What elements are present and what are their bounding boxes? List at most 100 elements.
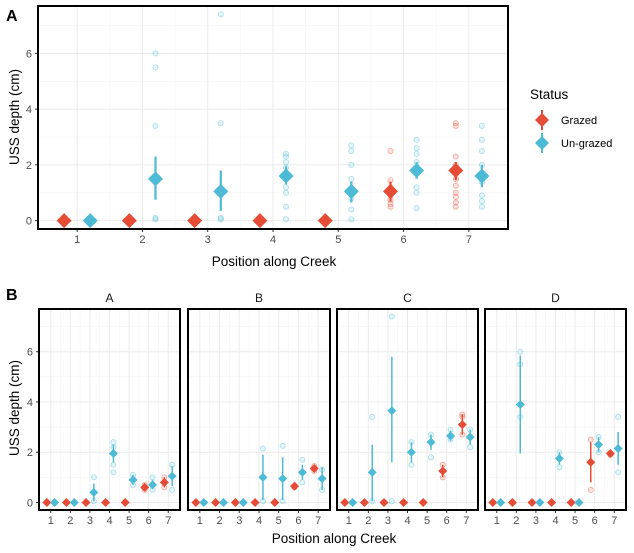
grazed-raw-point bbox=[452, 153, 459, 160]
facet-c-panel-border bbox=[336, 308, 479, 511]
ungrazed-raw-point bbox=[149, 474, 156, 481]
legend-key-ungrazed bbox=[535, 133, 549, 153]
grazed-mean-point bbox=[56, 213, 72, 229]
facet-c-x-tick-label: 6 bbox=[444, 515, 450, 527]
ungrazed-raw-point bbox=[283, 153, 290, 160]
facet-d-x-tick-label: 5 bbox=[572, 515, 578, 527]
grazed-mean-point bbox=[317, 213, 333, 229]
ungrazed-mean-point bbox=[348, 497, 358, 507]
facet-a-x-tick-label: 3 bbox=[87, 515, 93, 527]
grazed-raw-point bbox=[387, 147, 394, 154]
ungrazed-raw-point bbox=[217, 11, 224, 18]
panel-a-y-tick-label: 0 bbox=[26, 216, 32, 228]
grazed-mean-point bbox=[418, 497, 428, 507]
ungrazed-mean-point bbox=[409, 162, 425, 178]
ungrazed-mean-point bbox=[594, 440, 604, 450]
facet-strip-label: D bbox=[551, 291, 560, 305]
facet-a-x-tick-label: 1 bbox=[48, 515, 54, 527]
ungrazed-raw-point bbox=[615, 414, 622, 421]
facet-d: D 1 2 3 4 5 6 7 bbox=[484, 291, 627, 527]
ungrazed-raw-point bbox=[478, 198, 485, 205]
panel-a-x-tick-label: 2 bbox=[139, 234, 145, 246]
facet-d-x-tick-label: 7 bbox=[611, 515, 617, 527]
panel-b-y-axis-title: USS depth (cm) bbox=[7, 360, 22, 456]
panel-a-y-axis-title: USS depth (cm) bbox=[7, 69, 22, 165]
grazed-mean-point bbox=[527, 497, 537, 507]
ungrazed-mean-point bbox=[406, 447, 416, 457]
legend-label-grazed: Grazed bbox=[561, 115, 597, 127]
grazed-mean-point bbox=[379, 497, 389, 507]
facet-strip-label: C bbox=[403, 291, 412, 305]
ungrazed-raw-point bbox=[408, 461, 415, 468]
grazed-mean-point bbox=[230, 497, 240, 507]
facet-strip-label: B bbox=[255, 291, 263, 305]
facet-c: C 1 2 3 4 5 6 7 bbox=[336, 291, 479, 527]
ungrazed-raw-point bbox=[478, 203, 485, 210]
panel-b-plots: A 1 2 3 4 5 6 7 0 2 4 6 B 1 2 3 4 5 6 7 C 1 2 3 4 5 6 7 D 1 2 3 4 5 6 7 bbox=[27, 291, 627, 527]
grazed-mean-point bbox=[140, 482, 150, 492]
ungrazed-mean-point bbox=[446, 431, 456, 441]
ungrazed-mean-point bbox=[278, 168, 294, 184]
facet-b-x-tick-label: 5 bbox=[276, 515, 282, 527]
ungrazed-raw-point bbox=[413, 189, 420, 196]
ungrazed-raw-point bbox=[413, 150, 420, 157]
facet-c-x-tick-label: 4 bbox=[404, 515, 410, 527]
grazed-mean-point bbox=[383, 183, 398, 199]
ungrazed-raw-point bbox=[478, 136, 485, 143]
ungrazed-mean-point bbox=[89, 487, 99, 497]
ungrazed-raw-point bbox=[299, 479, 306, 486]
facet-b-x-tick-label: 3 bbox=[236, 515, 242, 527]
facet-b-x-tick-label: 7 bbox=[315, 515, 321, 527]
grazed-mean-point bbox=[101, 497, 111, 507]
ungrazed-raw-point bbox=[217, 120, 224, 127]
ungrazed-mean-point bbox=[108, 448, 118, 458]
ungrazed-raw-point bbox=[348, 142, 355, 149]
ungrazed-raw-point bbox=[348, 175, 355, 182]
facet-a-y-tick-label: 4 bbox=[27, 397, 33, 409]
grazed-raw-point bbox=[452, 182, 459, 189]
facet-d-panel-border bbox=[484, 308, 627, 511]
ungrazed-mean-point bbox=[426, 437, 436, 447]
ungrazed-mean-point bbox=[69, 497, 79, 507]
ungrazed-raw-point bbox=[90, 474, 97, 481]
panel-a-x-tick-label: 6 bbox=[400, 234, 406, 246]
grazed-mean-point bbox=[586, 457, 596, 467]
ungrazed-raw-point bbox=[283, 216, 290, 223]
facet-b-x-tick-label: 2 bbox=[216, 515, 222, 527]
grazed-mean-point bbox=[399, 497, 409, 507]
facet-b-panel-border bbox=[187, 308, 331, 511]
ungrazed-raw-point bbox=[110, 461, 117, 468]
ungrazed-raw-point bbox=[152, 216, 159, 223]
ungrazed-raw-point bbox=[279, 442, 286, 449]
facet-strip-label: A bbox=[105, 291, 113, 305]
facet-a-x-tick-label: 2 bbox=[67, 515, 73, 527]
panel-b-x-axis-title: Position along Creek bbox=[272, 531, 397, 546]
ungrazed-mean-point bbox=[50, 497, 60, 507]
ungrazed-mean-point bbox=[82, 213, 98, 229]
ungrazed-raw-point bbox=[413, 184, 420, 191]
panel-a-y-tick-label: 2 bbox=[26, 160, 32, 172]
grazed-mean-point bbox=[191, 497, 201, 507]
ungrazed-mean-point bbox=[387, 406, 397, 416]
facet-c-x-tick-label: 2 bbox=[365, 515, 371, 527]
grazed-mean-point bbox=[270, 497, 280, 507]
facet-a-x-tick-label: 7 bbox=[165, 515, 171, 527]
facet-a-y-tick-label: 6 bbox=[27, 347, 33, 359]
grazed-mean-point bbox=[211, 497, 221, 507]
ungrazed-mean-point bbox=[278, 474, 288, 484]
facet-a-x-tick-label: 5 bbox=[126, 515, 132, 527]
ungrazed-raw-point bbox=[388, 498, 395, 505]
ungrazed-raw-point bbox=[556, 464, 563, 471]
facet-a-y-tick-label: 0 bbox=[27, 497, 33, 509]
ungrazed-raw-point bbox=[152, 214, 159, 221]
grazed-mean-point bbox=[61, 497, 71, 507]
panel-a-y-tick-label: 6 bbox=[26, 48, 32, 60]
ungrazed-mean-point bbox=[554, 453, 564, 463]
ungrazed-raw-point bbox=[413, 145, 420, 152]
ungrazed-raw-point bbox=[348, 147, 355, 154]
grazed-mean-point bbox=[290, 481, 299, 491]
ungrazed-raw-point bbox=[152, 50, 159, 57]
grazed-raw-point bbox=[452, 199, 459, 206]
grazed-mean-point bbox=[438, 466, 448, 476]
